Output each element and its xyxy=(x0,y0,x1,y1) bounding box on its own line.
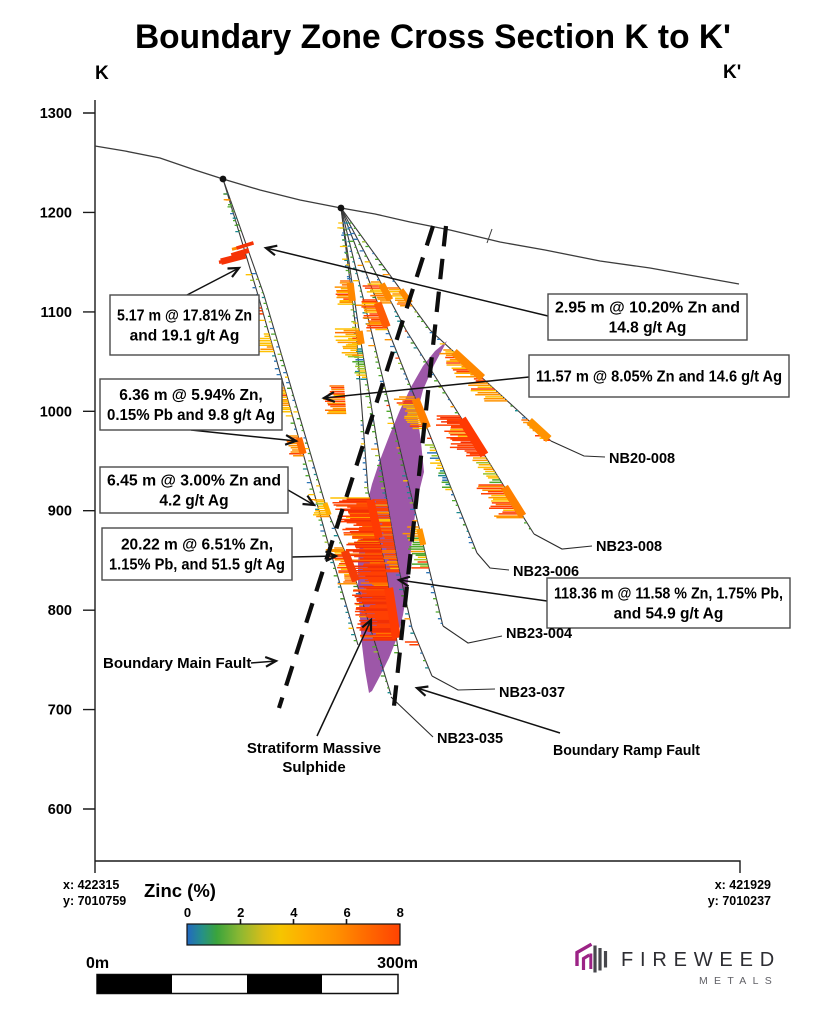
svg-text:K': K' xyxy=(723,62,741,83)
svg-text:0: 0 xyxy=(184,905,191,920)
svg-text:x: 421929: x: 421929 xyxy=(715,878,771,892)
svg-text:NB23-004: NB23-004 xyxy=(506,626,572,642)
svg-text:1100: 1100 xyxy=(41,305,72,321)
svg-text:11.57 m @ 8.05% Zn and 14.6 g/: 11.57 m @ 8.05% Zn and 14.6 g/t Ag xyxy=(536,368,782,385)
svg-text:2: 2 xyxy=(237,905,244,920)
svg-text:900: 900 xyxy=(48,504,72,520)
svg-text:NB23-008: NB23-008 xyxy=(596,539,662,555)
svg-text:118.36 m @ 11.58 % Zn, 1.75% P: 118.36 m @ 11.58 % Zn, 1.75% Pb, xyxy=(554,585,783,602)
svg-text:Boundary Ramp Fault: Boundary Ramp Fault xyxy=(553,742,700,759)
svg-text:1300: 1300 xyxy=(40,106,72,122)
svg-text:K: K xyxy=(95,63,109,84)
svg-text:2.95 m @ 10.20% Zn and: 2.95 m @ 10.20% Zn and xyxy=(555,299,740,316)
svg-text:Sulphide: Sulphide xyxy=(282,759,345,776)
svg-text:6.36 m @ 5.94% Zn,: 6.36 m @ 5.94% Zn, xyxy=(119,387,262,404)
svg-text:and 54.9 g/t Ag: and 54.9 g/t Ag xyxy=(614,605,724,622)
svg-text:and 19.1 g/t Ag: and 19.1 g/t Ag xyxy=(130,327,240,344)
svg-text:NB20-008: NB20-008 xyxy=(609,451,675,467)
svg-text:20.22 m @ 6.51% Zn,: 20.22 m @ 6.51% Zn, xyxy=(121,536,273,553)
svg-text:0.15% Pb and 9.8 g/t Ag: 0.15% Pb and 9.8 g/t Ag xyxy=(107,407,275,424)
svg-text:Boundary Zone Cross Section K: Boundary Zone Cross Section K to K' xyxy=(135,18,731,56)
svg-text:FIREWEED: FIREWEED xyxy=(621,949,781,971)
svg-text:700: 700 xyxy=(48,703,72,719)
svg-text:800: 800 xyxy=(48,603,72,619)
svg-text:Boundary Main Fault: Boundary Main Fault xyxy=(103,655,251,672)
svg-text:6.45 m @ 3.00% Zn and: 6.45 m @ 3.00% Zn and xyxy=(107,472,281,489)
svg-text:14.8 g/t Ag: 14.8 g/t Ag xyxy=(609,319,687,336)
svg-text:0m: 0m xyxy=(86,955,109,972)
svg-text:1.15% Pb, and 51.5 g/t Ag: 1.15% Pb, and 51.5 g/t Ag xyxy=(109,556,285,573)
svg-text:600: 600 xyxy=(48,802,72,818)
svg-text:6: 6 xyxy=(343,905,350,920)
svg-text:NB23-006: NB23-006 xyxy=(513,564,579,580)
svg-text:4: 4 xyxy=(290,905,298,920)
svg-text:METALS: METALS xyxy=(699,975,778,987)
svg-text:Zinc (%): Zinc (%) xyxy=(144,880,216,901)
svg-text:5.17 m @ 17.81% Zn: 5.17 m @ 17.81% Zn xyxy=(117,307,252,324)
svg-text:4.2 g/t Ag: 4.2 g/t Ag xyxy=(159,492,228,509)
svg-text:Stratiform Massive: Stratiform Massive xyxy=(247,740,381,757)
svg-text:NB23-035: NB23-035 xyxy=(437,731,503,747)
svg-text:8: 8 xyxy=(397,905,404,920)
svg-text:NB23-037: NB23-037 xyxy=(499,685,565,701)
svg-text:x: 422315: x: 422315 xyxy=(63,878,119,892)
svg-text:y: 7010237: y: 7010237 xyxy=(708,894,771,908)
svg-text:y: 7010759: y: 7010759 xyxy=(63,894,126,908)
svg-text:300m: 300m xyxy=(377,955,418,972)
svg-text:1200: 1200 xyxy=(40,205,72,221)
svg-text:1000: 1000 xyxy=(40,404,72,420)
